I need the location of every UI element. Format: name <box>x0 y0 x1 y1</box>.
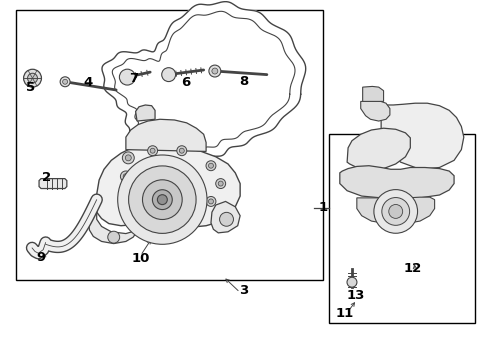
Text: 7: 7 <box>129 72 139 85</box>
Circle shape <box>218 181 223 186</box>
Text: 4: 4 <box>84 76 93 89</box>
Text: 11: 11 <box>336 307 354 320</box>
Circle shape <box>143 180 182 220</box>
Polygon shape <box>102 2 306 171</box>
Circle shape <box>63 79 68 84</box>
Circle shape <box>206 161 216 171</box>
Polygon shape <box>361 101 390 121</box>
Polygon shape <box>357 197 435 224</box>
Polygon shape <box>340 166 454 198</box>
Circle shape <box>150 148 155 153</box>
Circle shape <box>177 146 187 156</box>
Circle shape <box>108 231 120 243</box>
Circle shape <box>220 212 233 226</box>
Circle shape <box>382 198 410 225</box>
Circle shape <box>24 69 42 87</box>
Circle shape <box>209 65 221 77</box>
Circle shape <box>125 155 131 161</box>
Circle shape <box>347 277 357 287</box>
Circle shape <box>212 68 218 74</box>
Text: 5: 5 <box>25 81 35 94</box>
Circle shape <box>389 204 403 219</box>
Text: 2: 2 <box>42 171 51 184</box>
Polygon shape <box>97 146 240 227</box>
Text: 9: 9 <box>36 251 46 264</box>
Polygon shape <box>363 86 384 102</box>
Circle shape <box>179 148 184 153</box>
Circle shape <box>122 152 134 164</box>
Circle shape <box>121 171 131 182</box>
Circle shape <box>27 73 37 83</box>
Polygon shape <box>39 179 67 189</box>
Circle shape <box>216 179 226 189</box>
Text: 3: 3 <box>240 284 248 297</box>
Text: 1: 1 <box>318 201 327 214</box>
Polygon shape <box>211 202 240 233</box>
Text: 12: 12 <box>404 262 422 275</box>
Polygon shape <box>347 128 410 170</box>
Circle shape <box>147 146 158 156</box>
Circle shape <box>152 190 172 210</box>
Circle shape <box>177 211 187 221</box>
Bar <box>329 134 475 323</box>
Circle shape <box>123 174 128 179</box>
Circle shape <box>120 69 135 85</box>
Text: 10: 10 <box>131 252 149 265</box>
Text: 6: 6 <box>181 76 190 89</box>
Circle shape <box>128 166 196 233</box>
Polygon shape <box>88 205 138 244</box>
Circle shape <box>60 77 70 87</box>
Polygon shape <box>381 103 464 169</box>
Circle shape <box>208 163 214 168</box>
Circle shape <box>157 195 167 204</box>
Circle shape <box>179 213 184 218</box>
Text: 8: 8 <box>240 75 248 88</box>
Text: 13: 13 <box>346 288 365 302</box>
Circle shape <box>208 199 214 204</box>
Circle shape <box>206 197 216 206</box>
Circle shape <box>118 155 207 244</box>
Bar <box>17 10 323 280</box>
Circle shape <box>162 68 175 82</box>
Circle shape <box>374 190 417 233</box>
Polygon shape <box>126 119 206 152</box>
Polygon shape <box>136 105 155 121</box>
